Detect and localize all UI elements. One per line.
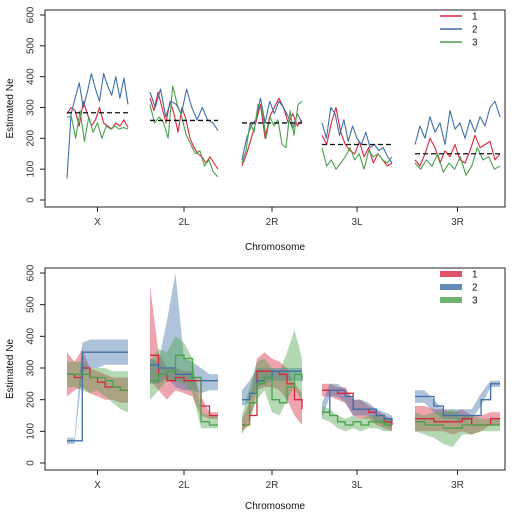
- legend: 1 2 3: [440, 270, 478, 307]
- x-tick-label: 3L: [351, 480, 363, 491]
- plot-frame: [44, 9, 506, 208]
- series-3-line-3L: [321, 147, 393, 170]
- plot-area: [67, 273, 500, 448]
- y-tick-label: 300: [26, 359, 37, 376]
- series-2-line-2L: [149, 88, 219, 131]
- series-3-step-2L: [150, 354, 218, 426]
- plot-area: [66, 73, 501, 179]
- x-tick-label: 3R: [451, 480, 464, 491]
- top-panel-line-chart: 0 100 200 300 400 500 600 X 2L 2R 3L 3R Chromosome Es…: [5, 6, 506, 253]
- legend-label-2: 2: [472, 25, 478, 36]
- plot-frame: [44, 267, 506, 471]
- series-1-band-3L: [322, 383, 392, 432]
- series-2-step-X: [67, 351, 128, 442]
- legend-label-3: 3: [472, 38, 478, 49]
- y-tick-label: 0: [26, 197, 37, 203]
- x-tick-label: X: [94, 480, 101, 491]
- series-1-band-2L: [150, 285, 218, 419]
- x-axis-title: Chromosome: [245, 242, 305, 253]
- legend-label-1: 1: [472, 270, 478, 281]
- x-tick-label: 2L: [178, 480, 190, 491]
- series-3-line-X: [67, 110, 129, 142]
- series-1-line-2R: [241, 97, 303, 167]
- y-tick-label: 300: [26, 99, 37, 116]
- series-2-line-3R: [414, 100, 501, 146]
- series-2-band-3L: [322, 383, 392, 429]
- y-tick-label: 100: [26, 160, 37, 177]
- legend: 1 2 3: [440, 12, 478, 49]
- series-3-step-3R: [415, 421, 500, 429]
- series-3-step-X: [67, 373, 128, 391]
- y-tick-label: 500: [26, 37, 37, 54]
- series-3-line-3R: [414, 147, 501, 176]
- series-2-line-X: [66, 73, 129, 179]
- series-2-line-2R: [241, 97, 303, 161]
- y-tick-label: 100: [26, 423, 37, 440]
- series-2-step-3R: [415, 383, 500, 417]
- series-2-line-3L: [321, 106, 393, 164]
- legend-label-3: 3: [472, 296, 478, 307]
- legend-label-2: 2: [472, 283, 478, 294]
- x-tick-label: 3L: [351, 217, 363, 228]
- bottom-panel-band-chart: 0 100 200 300 400 500 600 X 2L 2R 3L 3R Chromosome Es…: [5, 264, 506, 512]
- series-2-band-3R: [415, 380, 500, 422]
- series-3-band-3L: [322, 406, 392, 432]
- y-tick-label: 500: [26, 296, 37, 313]
- series-3-band-2L: [150, 336, 218, 429]
- x-tick-label: 3R: [451, 217, 464, 228]
- y-tick-label: 0: [26, 460, 37, 466]
- series-2-band-2L: [150, 273, 218, 394]
- y-tick-label: 400: [26, 68, 37, 85]
- x-tick-label: X: [94, 217, 101, 228]
- x-tick-label: 2R: [266, 217, 279, 228]
- y-axis-title: Estimated Ne: [5, 78, 16, 138]
- y-tick-label: 600: [26, 6, 37, 23]
- series-1-band-3R: [415, 406, 500, 435]
- series-1-line-X: [66, 100, 129, 130]
- y-tick-label: 400: [26, 328, 37, 345]
- series-3-step-2R: [242, 373, 303, 426]
- y-tick-label: 200: [26, 391, 37, 408]
- series-2-step-3L: [322, 389, 393, 422]
- legend-label-1: 1: [472, 12, 478, 23]
- series-1-line-2L: [149, 91, 219, 170]
- y-tick-label: 600: [26, 264, 37, 281]
- series-3-step-3L: [322, 411, 392, 426]
- x-axis-title: Chromosome: [245, 501, 305, 512]
- y-tick-label: 200: [26, 130, 37, 147]
- y-axis-title: Estimated Ne: [5, 339, 16, 399]
- series-1-line-3R: [414, 134, 501, 167]
- x-tick-label: 2R: [266, 480, 279, 491]
- x-tick-label: 2L: [178, 217, 190, 228]
